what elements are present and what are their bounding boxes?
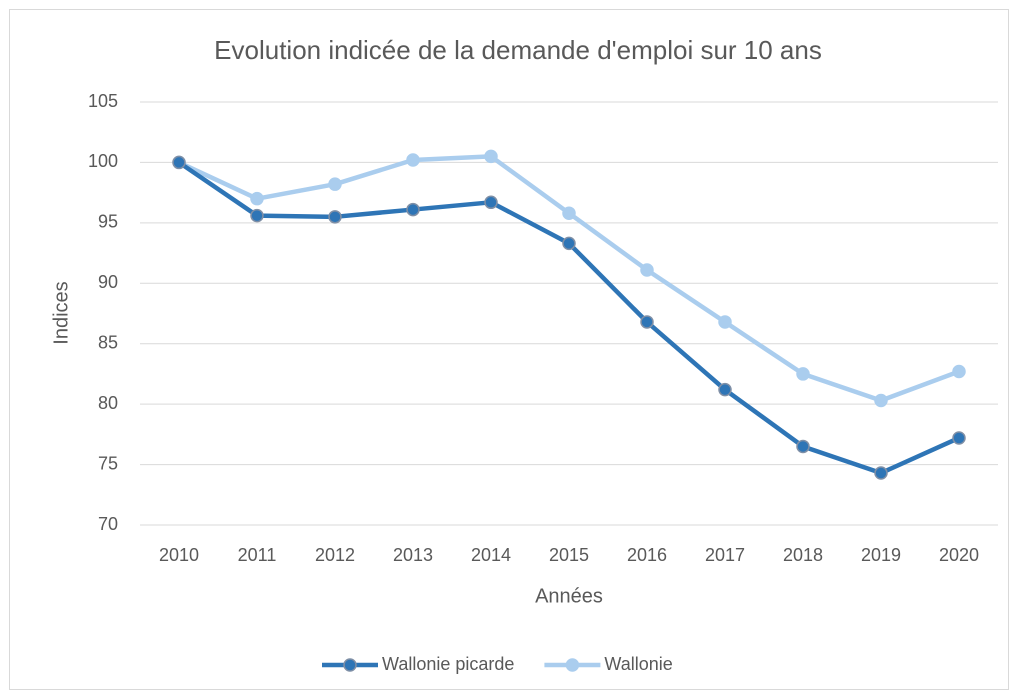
x-tick-label: 2019 (861, 545, 901, 565)
data-point (406, 202, 420, 217)
y-tick-label: 70 (98, 514, 118, 534)
data-point (328, 210, 342, 224)
data-point (796, 439, 810, 454)
legend-marker (343, 658, 357, 672)
y-tick-label: 85 (98, 332, 118, 352)
y-axis-title: Indices (50, 281, 72, 344)
data-point (484, 195, 498, 210)
x-tick-label: 2016 (627, 545, 667, 565)
y-tick-label: 75 (98, 453, 118, 473)
y-tick-label: 90 (98, 272, 118, 292)
data-point (328, 177, 342, 191)
data-point (640, 315, 654, 329)
x-tick-label: 2011 (238, 545, 277, 565)
data-point (250, 208, 264, 223)
data-point (172, 155, 186, 170)
data-point (874, 466, 888, 480)
x-tick-label: 2017 (705, 545, 745, 565)
data-point (484, 149, 498, 164)
data-point (250, 191, 264, 206)
legend-label: Wallonie (604, 654, 672, 674)
data-point (718, 382, 732, 397)
y-tick-label: 105 (88, 91, 118, 111)
x-tick-label: 2020 (939, 545, 979, 565)
data-point (718, 315, 732, 329)
legend-label: Wallonie picarde (382, 654, 514, 674)
data-point (562, 236, 576, 251)
data-point (562, 206, 576, 220)
y-tick-label: 100 (88, 151, 118, 171)
data-point (796, 367, 810, 381)
chart-title: Evolution indicée de la demande d'emploi… (214, 35, 822, 65)
data-point (406, 153, 420, 167)
x-tick-label: 2013 (393, 545, 433, 565)
x-tick-label: 2015 (549, 545, 589, 565)
x-tick-label: 2012 (315, 545, 355, 565)
x-tick-label: 2010 (159, 545, 199, 565)
legend-marker (565, 658, 580, 672)
y-tick-label: 80 (98, 393, 118, 413)
x-tick-label: 2014 (471, 545, 511, 565)
chart-frame (9, 9, 1009, 690)
data-point (640, 263, 654, 277)
data-point (874, 393, 888, 408)
data-point (952, 431, 966, 445)
x-tick-label: 2018 (783, 545, 823, 565)
x-axis-title: Années (535, 585, 603, 607)
data-point (952, 364, 966, 379)
y-tick-label: 95 (98, 212, 118, 232)
